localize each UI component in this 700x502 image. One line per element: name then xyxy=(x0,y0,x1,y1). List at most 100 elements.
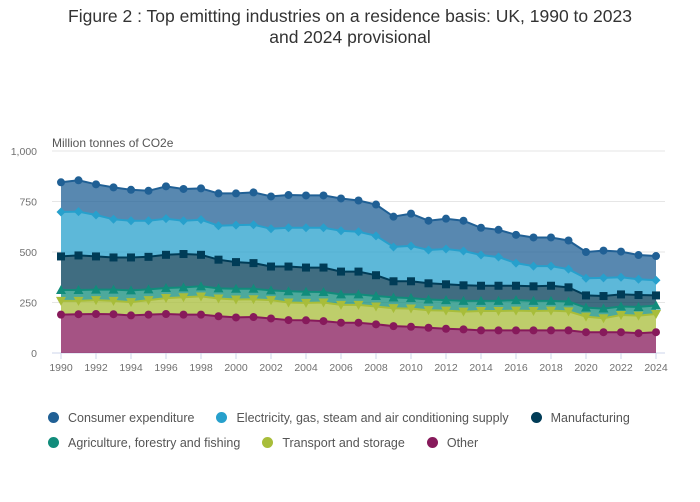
marker-electricity-gas-steam-and-air-conditioning-supply xyxy=(476,250,486,260)
x-axis: 1990 1992 1994 1996 1998 2000 2002 2004 2006 2008… xyxy=(49,353,668,374)
y-tick-label: 250 xyxy=(19,298,37,310)
x-tick-label: 2010 xyxy=(399,362,423,374)
legend-label: Manufacturing xyxy=(550,410,630,425)
legend-item-agriculture[interactable]: Agriculture, forestry and fishing xyxy=(48,436,240,450)
y-tick-label: 750 xyxy=(19,197,37,209)
marker-transport-and-storage xyxy=(143,296,154,306)
marker-consumer-expenditure xyxy=(144,186,153,195)
marker-consumer-expenditure xyxy=(512,230,520,239)
marker-electricity-gas-steam-and-air-conditioning-supply xyxy=(511,258,521,268)
legend-dot-icon xyxy=(262,437,274,448)
marker-consumer-expenditure xyxy=(354,196,363,205)
legend-item-consumer-expenditure[interactable]: Consumer expenditure xyxy=(48,411,194,425)
marker-other xyxy=(494,326,503,335)
marker-other xyxy=(477,326,485,335)
marker-other xyxy=(197,310,205,319)
x-tick-label: 1992 xyxy=(84,362,108,374)
marker-agriculture-forestry-and-fishing xyxy=(406,293,416,303)
marker-other xyxy=(249,313,258,322)
legend-item-other[interactable]: Other xyxy=(426,436,478,450)
marker-other xyxy=(302,316,310,325)
marker-transport-and-storage xyxy=(161,294,171,304)
marker-electricity-gas-steam-and-air-conditioning-supply xyxy=(564,264,573,274)
marker-manufacturing xyxy=(459,281,468,290)
marker-electricity-gas-steam-and-air-conditioning-supply xyxy=(616,272,626,282)
y-axis: 0 250 500 750 1,000 xyxy=(11,146,37,360)
marker-agriculture-forestry-and-fishing xyxy=(388,292,399,302)
marker-manufacturing xyxy=(57,252,65,261)
legend-item-transport[interactable]: Transport and storage xyxy=(262,436,405,450)
marker-agriculture-forestry-and-fishing xyxy=(108,284,119,294)
marker-consumer-expenditure xyxy=(424,216,433,225)
marker-agriculture-forestry-and-fishing xyxy=(248,283,259,293)
marker-other xyxy=(214,312,223,321)
marker-other xyxy=(162,310,170,319)
marker-electricity-gas-steam-and-air-conditioning-supply xyxy=(599,273,608,283)
marker-electricity-gas-steam-and-air-conditioning-supply xyxy=(301,223,311,233)
marker-other xyxy=(599,328,608,337)
marker-consumer-expenditure xyxy=(372,200,380,209)
y-tick-label: 1,000 xyxy=(11,146,37,158)
x-tick-label: 2002 xyxy=(259,362,283,374)
marker-agriculture-forestry-and-fishing xyxy=(143,284,154,294)
x-tick-label: 2012 xyxy=(434,362,458,374)
legend-dot-icon xyxy=(48,412,59,423)
marker-agriculture-forestry-and-fishing xyxy=(283,286,294,296)
marker-transport-and-storage xyxy=(476,306,486,316)
marker-transport-and-storage xyxy=(56,296,66,306)
marker-consumer-expenditure xyxy=(529,233,538,242)
marker-electricity-gas-steam-and-air-conditioning-supply xyxy=(179,216,188,226)
marker-electricity-gas-steam-and-air-conditioning-supply xyxy=(109,214,118,224)
marker-transport-and-storage xyxy=(406,304,416,314)
marker-manufacturing xyxy=(109,253,118,262)
legend-label: Transport and storage xyxy=(282,435,405,450)
x-tick-label: 2014 xyxy=(469,362,493,374)
area-manufacturing xyxy=(61,254,656,309)
chart-title-line-2: and 2024 provisional xyxy=(269,27,431,47)
marker-transport-and-storage xyxy=(196,292,206,302)
marker-transport-and-storage xyxy=(353,300,364,310)
marker-other xyxy=(144,310,153,319)
marker-manufacturing xyxy=(389,277,398,286)
legend-dot-icon xyxy=(48,437,59,448)
marker-electricity-gas-steam-and-air-conditioning-supply xyxy=(126,216,136,226)
marker-manufacturing xyxy=(284,262,293,271)
legend-row-2: Agriculture, forestry and fishing Transp… xyxy=(48,430,688,455)
legend-item-manufacturing[interactable]: Manufacturing xyxy=(530,410,630,425)
marker-transport-and-storage xyxy=(388,304,399,314)
marker-agriculture-forestry-and-fishing xyxy=(336,289,346,299)
marker-other xyxy=(354,318,363,327)
marker-agriculture-forestry-and-fishing xyxy=(528,295,539,305)
marker-electricity-gas-steam-and-air-conditioning-supply xyxy=(249,220,258,230)
marker-agriculture-forestry-and-fishing xyxy=(213,283,224,293)
marker-agriculture-forestry-and-fishing xyxy=(476,295,486,305)
marker-agriculture-forestry-and-fishing xyxy=(231,283,241,293)
marker-other xyxy=(127,311,135,320)
marker-manufacturing xyxy=(494,281,503,290)
marker-manufacturing xyxy=(547,281,555,290)
legend-item-electricity[interactable]: Electricity, gas, steam and air conditio… xyxy=(216,410,509,425)
marker-agriculture-forestry-and-fishing xyxy=(598,303,609,313)
marker-manufacturing xyxy=(599,292,608,301)
legend-row-1: Consumer expenditure Electricity, gas, s… xyxy=(48,405,688,430)
marker-other xyxy=(634,329,643,338)
legend-label: Electricity, gas, steam and air conditio… xyxy=(236,410,509,425)
marker-other xyxy=(319,317,328,326)
marker-manufacturing xyxy=(477,281,485,290)
y-tick-label: 0 xyxy=(31,348,37,360)
marker-electricity-gas-steam-and-air-conditioning-supply xyxy=(651,275,661,285)
y-tick-label: 500 xyxy=(19,247,37,259)
marker-manufacturing xyxy=(582,291,590,300)
legend-label: Consumer expenditure xyxy=(68,410,195,425)
marker-other xyxy=(267,314,275,323)
marker-transport-and-storage xyxy=(598,314,609,324)
y-axis-title: Million tonnes of CO2e xyxy=(52,136,174,150)
marker-transport-and-storage xyxy=(371,302,381,312)
x-tick-label: 2022 xyxy=(609,362,633,374)
marker-transport-and-storage xyxy=(493,306,504,316)
marker-consumer-expenditure xyxy=(74,176,83,185)
marker-agriculture-forestry-and-fishing xyxy=(73,284,84,294)
marker-manufacturing xyxy=(424,279,433,288)
marker-transport-and-storage xyxy=(511,306,521,316)
marker-consumer-expenditure xyxy=(302,191,310,200)
